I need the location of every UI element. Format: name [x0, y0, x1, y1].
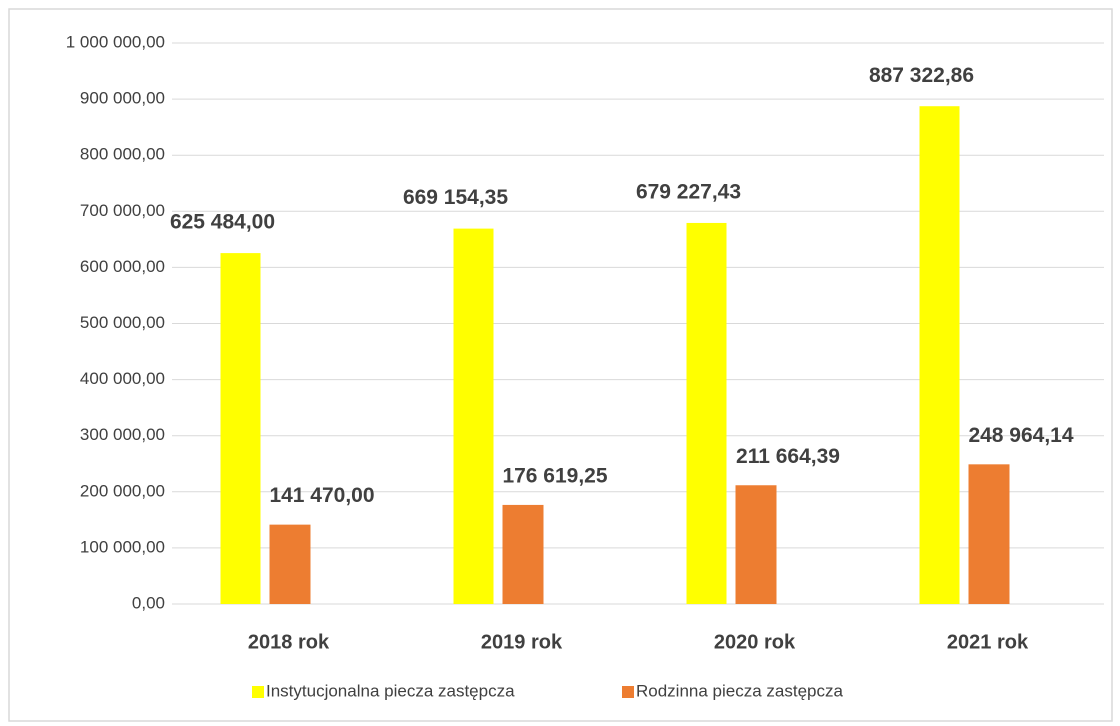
y-tick-label: 500 000,00 [80, 313, 165, 332]
x-tick-label: 2021 rok [947, 631, 1029, 653]
y-tick-label: 600 000,00 [80, 257, 165, 276]
bar [735, 485, 777, 604]
legend-label: Instytucjonalna piecza zastępcza [266, 681, 515, 700]
data-label: 176 619,25 [502, 464, 607, 487]
y-tick-label: 800 000,00 [80, 145, 165, 164]
data-label: 211 664,39 [736, 445, 840, 468]
data-label: 679 227,43 [636, 181, 741, 204]
y-tick-label: 900 000,00 [80, 89, 165, 108]
x-tick-label: 2019 rok [481, 631, 563, 653]
data-label: 141 470,00 [269, 484, 374, 507]
bar [968, 464, 1010, 604]
y-tick-label: 400 000,00 [80, 369, 165, 388]
data-label: 625 484,00 [170, 211, 275, 234]
bar [919, 106, 960, 604]
bar [453, 228, 494, 604]
y-tick-label: 100 000,00 [80, 537, 165, 556]
y-tick-label: 1 000 000,00 [66, 32, 165, 51]
data-label: 248 964,14 [968, 424, 1073, 447]
legend-swatch [622, 686, 634, 698]
x-tick-label: 2020 rok [714, 631, 796, 653]
legend-swatch [252, 686, 264, 698]
x-tick-label: 2018 rok [248, 631, 330, 653]
bar [220, 253, 261, 605]
bar [502, 504, 544, 604]
y-tick-label: 0,00 [132, 593, 165, 612]
y-tick-label: 700 000,00 [80, 201, 165, 220]
bar [686, 222, 727, 604]
data-label: 669 154,35 [403, 186, 508, 209]
y-tick-label: 200 000,00 [80, 481, 165, 500]
bar [269, 524, 311, 604]
data-label: 887 322,86 [869, 64, 974, 87]
legend-label: Rodzinna piecza zastępcza [636, 681, 844, 700]
y-tick-label: 300 000,00 [80, 425, 165, 444]
